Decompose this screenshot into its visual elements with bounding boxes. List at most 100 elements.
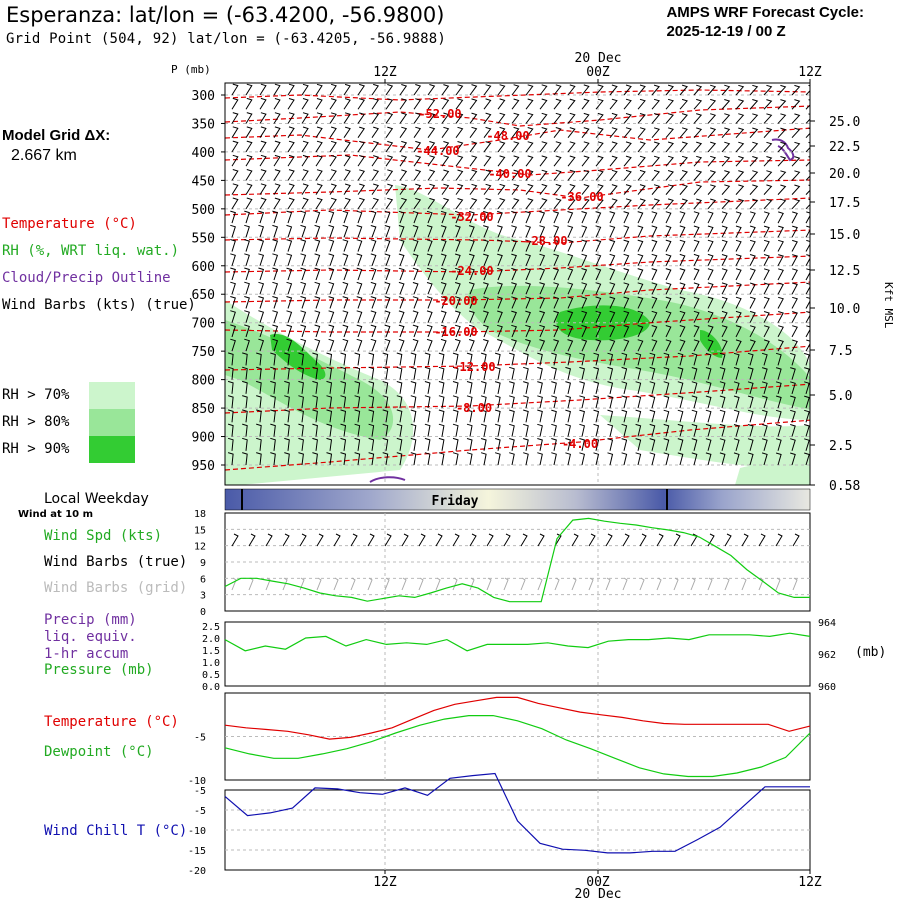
wind-barb: [497, 169, 506, 181]
wind-barb: [287, 126, 295, 138]
wind-barb: [398, 324, 405, 338]
wind-barb: [763, 282, 770, 295]
kft-tick-label: 10.0: [829, 302, 860, 317]
wind-barb: [539, 239, 546, 252]
wind-barb: [805, 325, 810, 338]
wind-barb: [497, 210, 503, 224]
wind-barb: [454, 210, 461, 224]
wind-barb: [721, 99, 731, 110]
wind-barb: [595, 155, 604, 167]
wind-barb: [623, 155, 632, 167]
wind-barb: [466, 381, 473, 394]
wind-barb: [539, 183, 548, 195]
wind-barb: [511, 210, 517, 224]
wind-barb: [679, 98, 688, 110]
wind-barb: [553, 339, 560, 352]
wind-barb: [761, 424, 768, 437]
wind-barb: [438, 437, 445, 451]
wind-barb: [791, 198, 801, 210]
wind-barb: [693, 155, 703, 167]
temperature-contour: [225, 105, 810, 127]
wind-barb: [468, 310, 475, 323]
temperature-contour: [225, 281, 810, 303]
wind-barb: [301, 126, 309, 138]
wind-barb-grid: [299, 577, 305, 591]
wind-barb: [427, 84, 436, 96]
wind-barb: [551, 352, 557, 366]
wind-barb: [244, 338, 250, 352]
wind-barb: [539, 155, 548, 167]
wind-barb: [455, 112, 464, 124]
legend-dewpoint: Dewpoint (°C): [44, 744, 154, 760]
wind-barb-grid: [503, 577, 509, 591]
wind-barb: [791, 311, 798, 323]
wind-barb: [354, 352, 361, 366]
wind-barb: [581, 253, 588, 266]
wind-barb: [455, 126, 464, 138]
wind-barb: [621, 395, 628, 409]
wind-barb: [312, 366, 318, 380]
wind-barb-true: [299, 533, 307, 547]
wind-barb: [567, 155, 576, 167]
wind-barb: [511, 339, 517, 352]
wind-barb: [301, 112, 309, 124]
wind-barb: [483, 126, 492, 138]
wind-barb: [272, 239, 279, 252]
wind-barb: [287, 140, 295, 153]
wind-barb: [735, 296, 742, 309]
wind-barb: [413, 84, 422, 96]
wind-barb: [707, 113, 717, 124]
precip-tick-label: 1.0: [202, 658, 220, 669]
wind-barb: [651, 169, 660, 181]
wind-barb: [525, 155, 534, 167]
wind-barb: [553, 267, 560, 281]
wind-barb: [511, 324, 517, 338]
wind-barb: [426, 210, 433, 224]
wind-barb: [441, 112, 450, 124]
wind-barb: [761, 352, 768, 366]
wind-barb: [581, 339, 588, 352]
wind-barb-true: [418, 533, 426, 547]
wind-barb: [777, 296, 784, 309]
wind-barb: [452, 437, 459, 451]
wind-barb: [511, 310, 517, 323]
wind-barb: [230, 224, 236, 238]
wind-barb: [340, 395, 347, 409]
wind-barb: [231, 154, 239, 167]
wind-barb: [315, 140, 323, 153]
wind-barb: [553, 211, 560, 224]
wind-barb: [256, 409, 262, 423]
wind-barb: [286, 338, 293, 352]
wind-barb: [398, 239, 405, 252]
wind-barb: [567, 198, 576, 210]
accum-label: 1-hr accum: [44, 646, 129, 662]
wind-barb: [298, 452, 304, 466]
wind-barb: [340, 352, 347, 366]
wind-barb: [384, 210, 391, 224]
wind-barb: [565, 352, 571, 366]
wind-barb: [329, 112, 337, 124]
windchill-tick-label: -5: [194, 786, 206, 797]
wind-barb: [511, 112, 520, 124]
wind-barb: [370, 281, 377, 295]
wind-barb: [231, 183, 239, 195]
pressure-line: [224, 632, 811, 652]
wind-barb: [804, 409, 810, 423]
wind-barb: [357, 126, 365, 138]
wind-barb: [509, 438, 515, 451]
wind-barb: [679, 282, 686, 295]
wind-barb: [256, 423, 262, 437]
wind-barb: [483, 210, 489, 224]
wind-barb: [733, 409, 740, 423]
wind-barb-grid: [690, 577, 696, 591]
wind-barb: [368, 409, 375, 423]
wind-barb: [385, 112, 394, 124]
wind-barb: [231, 140, 239, 153]
weekday-name: Friday: [432, 494, 479, 509]
wind-barb: [483, 339, 489, 352]
wind-barb: [368, 437, 375, 451]
legend-cloud: Cloud/Precip Outline: [2, 270, 171, 286]
wind-barb-true: [469, 533, 477, 547]
temperature-contour-label: -28.00: [524, 234, 567, 248]
wind-barb: [231, 197, 239, 210]
